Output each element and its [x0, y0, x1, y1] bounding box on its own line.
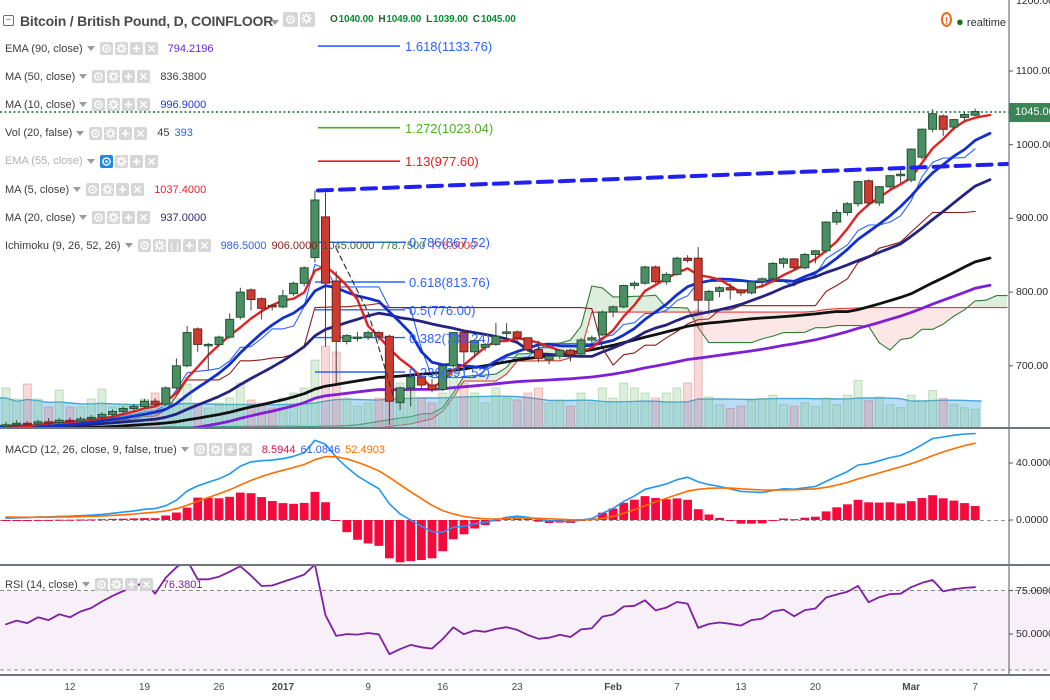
svg-text:{ }: { } — [170, 241, 179, 252]
